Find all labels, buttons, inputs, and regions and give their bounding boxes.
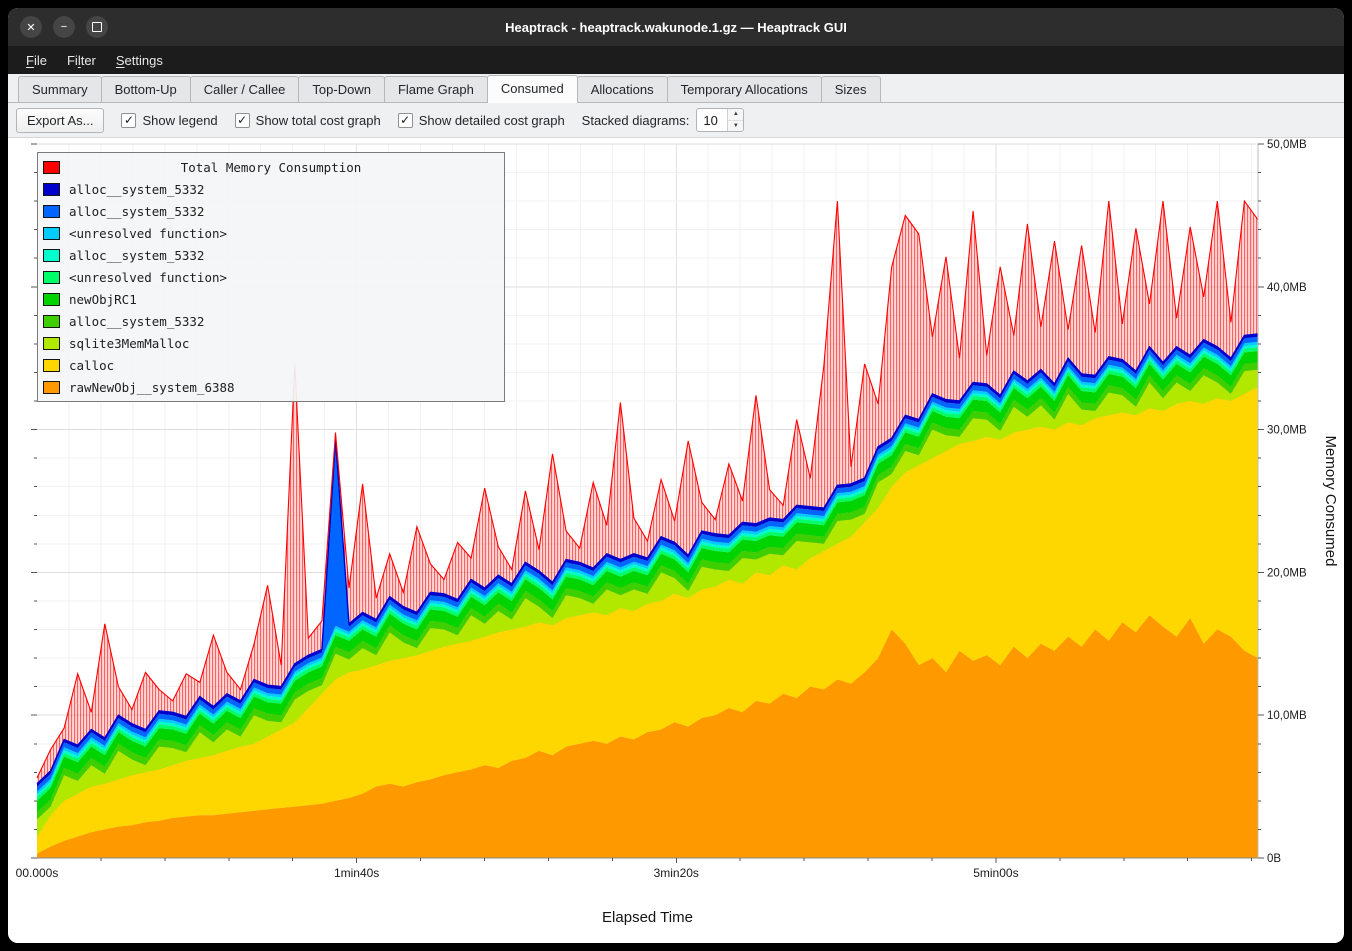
legend-swatch [43,183,60,196]
stacked-diagrams-spinner[interactable]: 10 ▲ ▼ [696,108,744,132]
menu-bar: File Filter Settings [8,46,1344,74]
svg-text:20,0MB: 20,0MB [1267,567,1307,579]
legend-title: Total Memory Consumption [69,160,473,175]
legend-label: alloc__system_5332 [69,182,204,197]
check-icon: ✓ [237,113,247,127]
check-icon: ✓ [124,113,134,127]
tab-temporary-allocations[interactable]: Temporary Allocations [667,76,822,102]
legend-item: <unresolved function> [43,266,499,288]
spinner-up-button[interactable]: ▲ [728,109,743,121]
checkbox-label: Show detailed cost graph [419,113,565,128]
title-bar: ✕ − Heaptrack - heaptrack.wakunode.1.gz … [8,8,1344,46]
svg-text:30,0MB: 30,0MB [1267,425,1307,437]
checkbox-box[interactable]: ✓ [235,113,250,128]
legend-item: calloc [43,354,499,376]
spinner-down-button[interactable]: ▼ [728,121,743,132]
checkbox-label: Show total cost graph [256,113,381,128]
legend-item: sqlite3MemMalloc [43,332,499,354]
tab-top-down[interactable]: Top-Down [298,76,385,102]
legend-item: alloc__system_5332 [43,178,499,200]
legend-swatch-total [43,161,60,174]
spinner-buttons: ▲ ▼ [727,109,743,131]
tab-allocations[interactable]: Allocations [577,76,668,102]
legend-label: newObjRC1 [69,292,137,307]
maximize-button[interactable] [86,16,108,38]
stacked-diagrams-group: Stacked diagrams: 10 ▲ ▼ [582,108,745,132]
check-icon: ✓ [400,113,410,127]
stacked-diagrams-label: Stacked diagrams: [582,113,690,128]
tab-flame-graph[interactable]: Flame Graph [384,76,488,102]
tab-summary[interactable]: Summary [18,76,102,102]
maximize-icon [92,22,102,32]
tab-bottom-up[interactable]: Bottom-Up [101,76,191,102]
show-total-cost-checkbox[interactable]: ✓ Show total cost graph [235,113,381,128]
legend-swatch [43,359,60,372]
legend-item: alloc__system_5332 [43,200,499,222]
svg-text:1min40s: 1min40s [334,866,379,880]
close-icon: ✕ [26,21,35,34]
minimize-icon: − [61,21,67,33]
legend-swatch [43,381,60,394]
legend-swatch [43,227,60,240]
legend-label: <unresolved function> [69,226,227,241]
legend-item: rawNewObj__system_6388 [43,376,499,398]
legend-label: <unresolved function> [69,270,227,285]
chart-legend: Total Memory Consumption alloc__system_5… [37,152,505,402]
svg-text:50,0MB: 50,0MB [1267,139,1307,151]
svg-text:00.000s: 00.000s [16,866,59,880]
checkbox-box[interactable]: ✓ [398,113,413,128]
export-as-button[interactable]: Export As... [16,108,104,133]
show-detailed-cost-checkbox[interactable]: ✓ Show detailed cost graph [398,113,565,128]
menu-file[interactable]: File [16,49,57,72]
svg-text:3min20s: 3min20s [654,866,699,880]
legend-label: alloc__system_5332 [69,314,204,329]
tab-caller-callee[interactable]: Caller / Callee [190,76,300,102]
tab-sizes[interactable]: Sizes [821,76,881,102]
menu-filter[interactable]: Filter [57,49,106,72]
y-axis-title: Memory Consumed [1322,436,1339,567]
svg-text:40,0MB: 40,0MB [1267,282,1307,294]
show-legend-checkbox[interactable]: ✓ Show legend [121,113,217,128]
menu-settings[interactable]: Settings [106,49,173,72]
legend-item: alloc__system_5332 [43,310,499,332]
legend-item: alloc__system_5332 [43,244,499,266]
legend-label: rawNewObj__system_6388 [69,380,235,395]
x-axis-title: Elapsed Time [37,909,1258,926]
toolbar: Export As... ✓ Show legend ✓ Show total … [8,103,1344,137]
legend-swatch [43,315,60,328]
arrow-up-icon: ▲ [733,111,739,117]
app-window: ✕ − Heaptrack - heaptrack.wakunode.1.gz … [8,8,1344,943]
legend-label: alloc__system_5332 [69,248,204,263]
memory-consumption-chart: 0B 10,0MB 20,0MB 30,0MB 40,0MB 50,0MB 00.000s 1… [8,137,1344,943]
window-title: Heaptrack - heaptrack.wakunode.1.gz — He… [8,20,1344,35]
minimize-button[interactable]: − [53,16,75,38]
svg-text:5min00s: 5min00s [973,866,1018,880]
legend-title-row: Total Memory Consumption [43,156,499,178]
window-controls: ✕ − [20,16,108,38]
tab-consumed[interactable]: Consumed [487,75,578,103]
legend-label: sqlite3MemMalloc [69,336,189,351]
legend-swatch [43,337,60,350]
tab-bar: Summary Bottom-Up Caller / Callee Top-Do… [8,74,1344,103]
checkbox-label: Show legend [142,113,217,128]
legend-swatch [43,205,60,218]
legend-swatch [43,271,60,284]
legend-label: calloc [69,358,114,373]
close-button[interactable]: ✕ [20,16,42,38]
legend-swatch [43,249,60,262]
checkbox-box[interactable]: ✓ [121,113,136,128]
legend-swatch [43,293,60,306]
legend-item: <unresolved function> [43,222,499,244]
svg-text:0B: 0B [1267,853,1281,865]
legend-label: alloc__system_5332 [69,204,204,219]
svg-text:10,0MB: 10,0MB [1267,710,1307,722]
arrow-down-icon: ▼ [733,123,739,129]
legend-item: newObjRC1 [43,288,499,310]
spinner-value[interactable]: 10 [697,109,727,131]
